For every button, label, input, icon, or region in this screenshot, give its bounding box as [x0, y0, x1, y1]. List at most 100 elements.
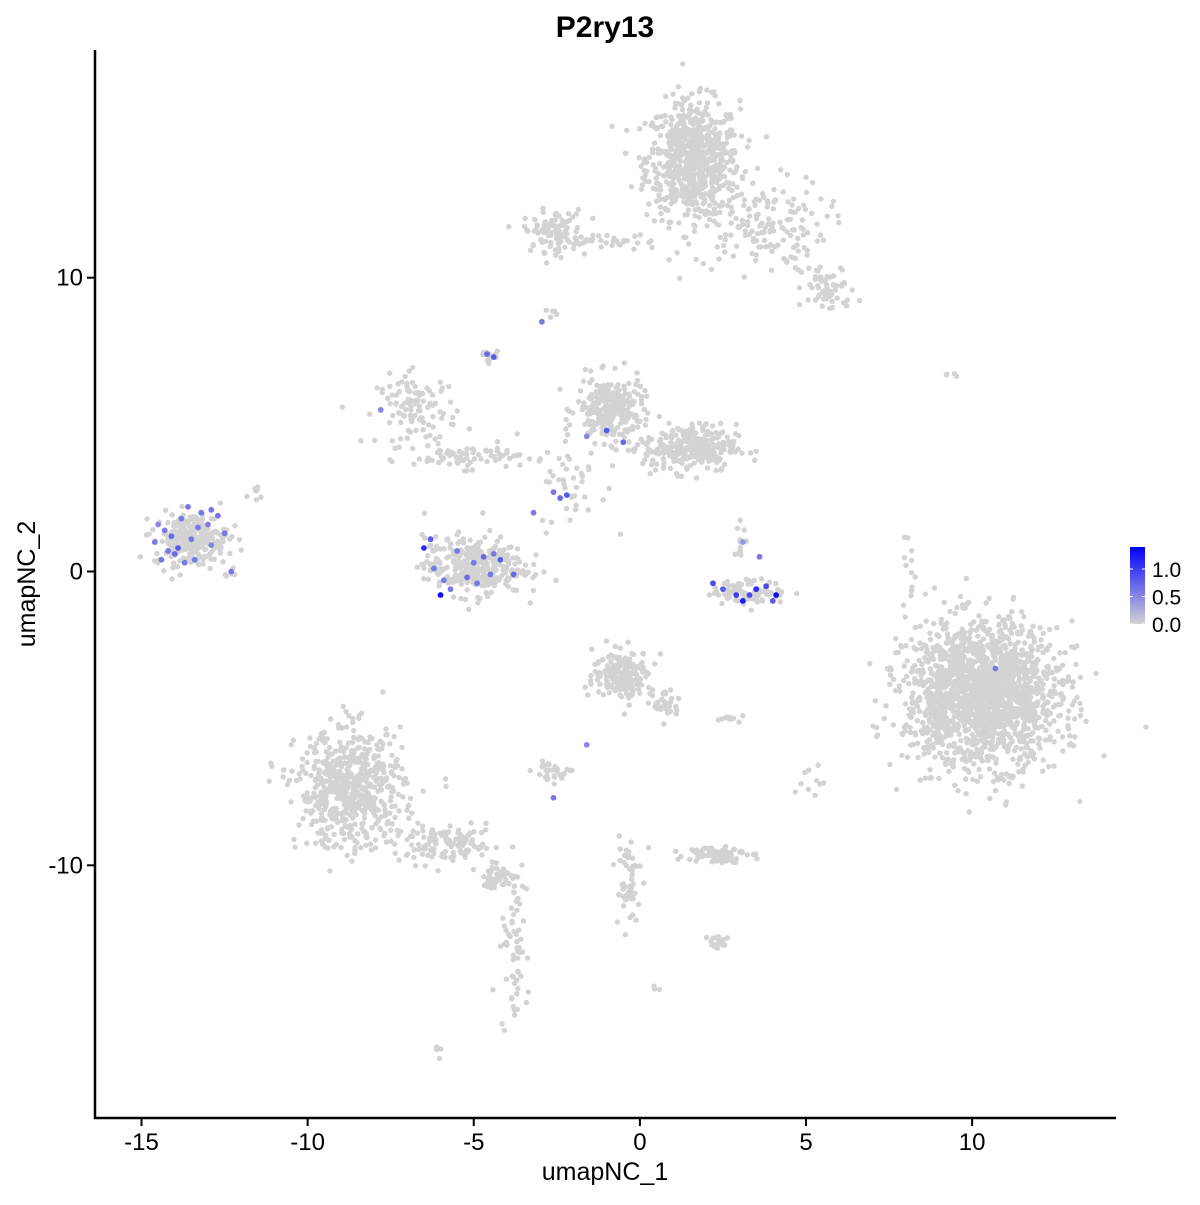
- cell-point: [986, 766, 993, 772]
- cell-point: [998, 714, 1004, 720]
- cell-point: [712, 120, 719, 126]
- cell-point: [685, 241, 692, 247]
- cell-point: [639, 666, 645, 673]
- cell-point: [773, 580, 779, 587]
- cell-point: [540, 209, 546, 215]
- cell-point: [676, 695, 682, 702]
- cell-point: [574, 465, 580, 471]
- cell-point: [927, 636, 934, 643]
- cell-point: [406, 815, 412, 821]
- cell-point: [986, 626, 993, 633]
- cell-point: [323, 749, 330, 755]
- cell-point: [289, 768, 295, 774]
- cell-point: [589, 427, 595, 433]
- cell-point: [416, 456, 423, 462]
- cell-point: [488, 448, 494, 454]
- cell-point: [972, 646, 979, 653]
- cell-point: [642, 422, 649, 428]
- cell-point: [368, 847, 375, 853]
- cell-point: [438, 566, 444, 572]
- cell-point: [596, 689, 602, 695]
- cell-point: [653, 700, 659, 707]
- cell-point: [615, 681, 622, 688]
- cell-point: [1059, 734, 1066, 740]
- cell-point: [1006, 672, 1012, 678]
- cell-point: [637, 383, 644, 390]
- cell-point: [618, 669, 624, 676]
- cell-point: [1019, 783, 1026, 789]
- cell-point: [695, 206, 702, 212]
- cell-point: [700, 118, 706, 124]
- cell-point: [673, 432, 679, 438]
- cell-point: [795, 235, 801, 241]
- cell-point: [827, 274, 834, 280]
- cell-point: [680, 95, 686, 101]
- cell-point: [1018, 609, 1025, 615]
- cell-point: [640, 439, 646, 445]
- cell-point: [614, 424, 621, 431]
- cell-point: [963, 758, 969, 764]
- cell-point: [211, 556, 217, 562]
- cell-point: [781, 255, 787, 262]
- cell-point: [280, 774, 286, 780]
- cell-point: [1018, 623, 1024, 629]
- cell-point: [525, 569, 531, 576]
- cell-point: [977, 773, 984, 780]
- cell-point: [1060, 696, 1066, 703]
- cell-point: [691, 441, 697, 447]
- cell-point: [525, 228, 531, 234]
- cell-point: [396, 808, 402, 814]
- cell-point: [703, 104, 709, 111]
- cell-point: [677, 275, 683, 282]
- cell-point: [475, 452, 482, 458]
- cell-point: [719, 600, 725, 607]
- cell-point: [437, 546, 444, 552]
- cell-point: [738, 191, 745, 197]
- cell-point: [803, 174, 809, 180]
- cell-point: [941, 599, 947, 606]
- cell-point: [922, 775, 929, 781]
- cell-point: [1046, 763, 1052, 770]
- cell-point: [692, 213, 698, 219]
- cell-point: [341, 836, 348, 843]
- cell-point: [603, 410, 609, 416]
- cell-point: [1021, 723, 1027, 729]
- cell-point: [976, 669, 982, 675]
- cell-point: [475, 600, 481, 606]
- cell-point: [723, 140, 730, 146]
- cell-point: [966, 769, 972, 775]
- cell-point: [1029, 729, 1036, 736]
- cell-point: [744, 219, 751, 225]
- cell-point: [752, 202, 758, 209]
- cell-point: [982, 656, 988, 663]
- cell-point: [946, 768, 952, 775]
- cell-point: [829, 203, 835, 210]
- cell-point: [927, 766, 933, 773]
- cell-point: [747, 450, 754, 456]
- cell-point: [695, 137, 701, 144]
- cell-point: [970, 776, 976, 783]
- cell-point: [595, 233, 602, 239]
- cell-point: [653, 175, 659, 181]
- cell-point: [778, 167, 784, 173]
- cell-point: [838, 283, 845, 289]
- cell-point: [707, 156, 713, 163]
- cell-point: [607, 397, 614, 403]
- cell-point: [1077, 798, 1083, 805]
- cell-point: [753, 596, 759, 602]
- cell-point: [494, 575, 500, 581]
- cell-point: [595, 411, 601, 417]
- cell-point: [983, 600, 989, 606]
- cell-point: [763, 243, 769, 250]
- cell-point: [522, 562, 529, 568]
- cell-point: [579, 478, 585, 485]
- cell-point: [514, 567, 521, 573]
- cell-point: [701, 176, 707, 183]
- cell-point: [436, 460, 442, 466]
- chart-title: P2ry13: [556, 11, 654, 44]
- cell-point: [450, 414, 456, 421]
- cell-point: [643, 416, 649, 423]
- cell-point: [603, 240, 609, 246]
- cell-point: [578, 470, 585, 477]
- cell-point: [914, 717, 921, 724]
